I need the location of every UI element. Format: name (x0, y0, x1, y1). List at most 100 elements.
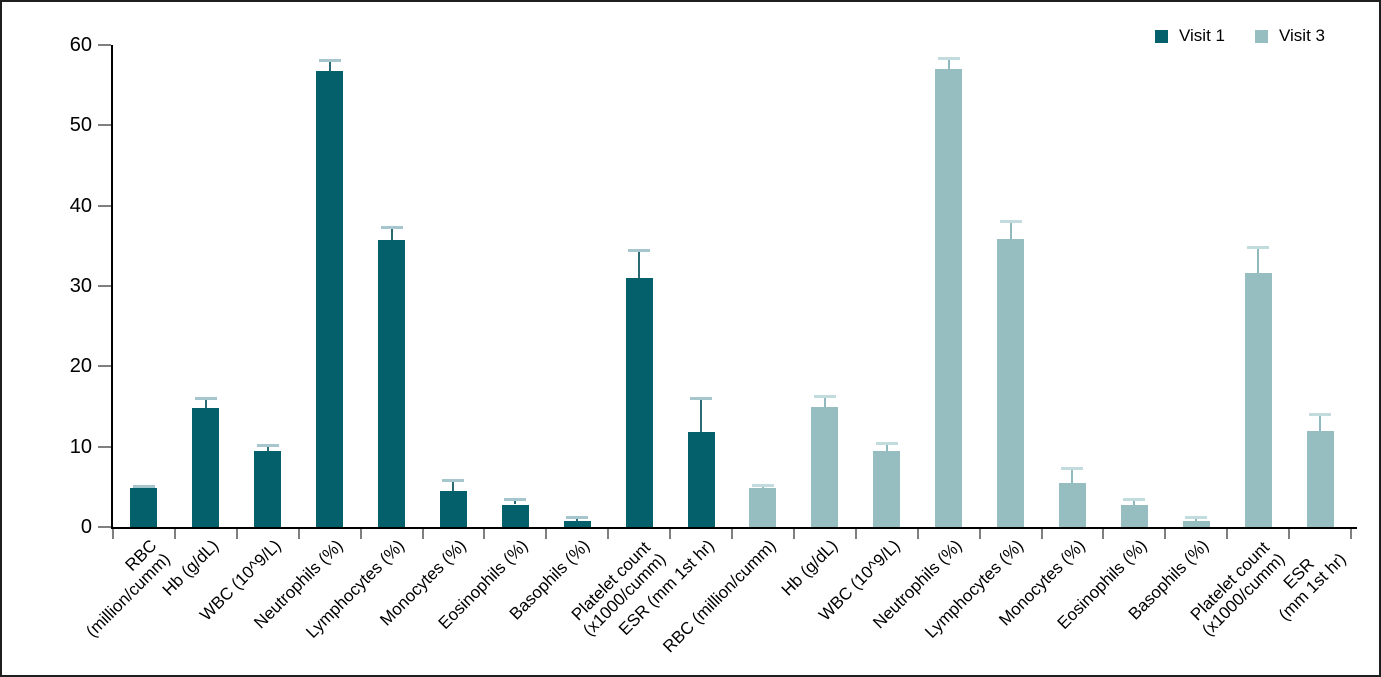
error-bar-line (328, 60, 331, 71)
error-bar-line (1319, 413, 1322, 431)
error-bar-line (947, 57, 950, 70)
error-bar-line (700, 397, 703, 433)
error-bar-line (1133, 498, 1136, 506)
error-bar-cap (813, 395, 836, 399)
bar (378, 240, 406, 527)
x-tick (731, 529, 733, 539)
bar (625, 277, 653, 527)
y-tick (98, 365, 111, 368)
error-bar-line (452, 480, 455, 491)
error-bar-cap (875, 442, 898, 446)
error-bar-line (266, 445, 269, 451)
x-tick (235, 529, 238, 539)
y-tick-label: 60 (69, 34, 92, 56)
x-tick (297, 529, 300, 539)
error-bar-line (638, 249, 641, 278)
bar (192, 408, 220, 527)
bar (130, 488, 158, 527)
error-bar-cap (318, 59, 341, 63)
bar (316, 70, 344, 527)
x-tick (173, 529, 176, 539)
error-bar-cap (751, 484, 774, 488)
x-axis-line (111, 527, 1357, 529)
bar (1058, 482, 1086, 527)
y-tick (98, 124, 111, 127)
error-bar-cap (690, 396, 713, 400)
legend-item-visit3: Visit 3 (1255, 26, 1325, 46)
chart-legend: Visit 1 Visit 3 (1155, 26, 1325, 46)
x-tick (1102, 529, 1105, 539)
y-tick-label: 0 (80, 516, 92, 538)
error-bar-line (1195, 516, 1198, 522)
y-tick-label: 50 (69, 114, 92, 137)
legend-label-visit3: Visit 3 (1279, 26, 1325, 45)
error-bar-cap (194, 397, 217, 401)
bar (811, 407, 839, 527)
error-bar-cap (1061, 467, 1084, 471)
x-tick-label: RBC (million/cumm) (82, 536, 174, 642)
error-bar-cap (1247, 245, 1270, 249)
bar (749, 487, 777, 527)
error-bar-cap (937, 56, 960, 60)
x-tick (359, 529, 362, 539)
x-tick (1288, 529, 1291, 539)
error-bar-cap (504, 497, 527, 501)
y-tick (98, 445, 111, 448)
x-tick-label: RBC (million/cumm) (659, 536, 780, 657)
error-bar-cap (628, 248, 651, 252)
legend-label-visit1: Visit 1 (1179, 26, 1225, 45)
x-tick (421, 529, 424, 539)
y-axis-line (111, 45, 113, 529)
error-bar-line (390, 227, 393, 241)
legend-item-visit1: Visit 1 (1155, 26, 1225, 46)
y-tick (98, 285, 111, 287)
bar (873, 450, 901, 527)
bar (687, 432, 715, 527)
bar (254, 450, 282, 527)
error-bar-line (1071, 468, 1074, 483)
error-bar-cap (566, 515, 589, 519)
bar (439, 490, 467, 527)
legend-swatch-visit3-icon (1255, 29, 1268, 43)
error-bar-cap (1123, 497, 1146, 501)
y-tick (98, 526, 111, 528)
y-tick-label: 40 (69, 194, 92, 217)
error-bar-cap (442, 479, 465, 483)
error-bar-line (823, 396, 826, 408)
error-bar-cap (1185, 515, 1208, 519)
y-tick-label: 30 (69, 275, 92, 297)
x-tick-label: Hb (g/dL) (777, 536, 842, 600)
error-bar-line (1257, 246, 1260, 274)
error-bar-line (885, 443, 888, 451)
y-tick-label: 20 (69, 355, 92, 378)
x-tick (483, 529, 486, 539)
bar (563, 521, 591, 527)
x-tick (112, 529, 114, 539)
x-tick (545, 529, 548, 539)
x-tick (916, 529, 919, 539)
error-bar-cap (256, 444, 279, 448)
bar (501, 504, 529, 527)
bar (1306, 430, 1334, 527)
x-tick (1040, 529, 1043, 539)
x-tick (854, 529, 857, 539)
bar (1120, 505, 1148, 527)
y-tick (98, 204, 111, 207)
error-bar-cap (1309, 412, 1332, 416)
x-tick (978, 529, 981, 539)
error-bar-line (204, 398, 207, 409)
bar (935, 69, 963, 527)
error-bar-line (1009, 220, 1012, 239)
x-tick (1226, 529, 1229, 539)
y-tick (98, 44, 111, 46)
error-bar-line (576, 516, 579, 522)
x-tick (607, 529, 610, 539)
bar (1182, 521, 1210, 527)
error-bar-cap (380, 226, 403, 230)
x-tick (1350, 529, 1352, 539)
bar (997, 238, 1025, 527)
bar (1244, 273, 1272, 527)
error-bar-cap (132, 485, 155, 489)
legend-swatch-visit1-icon (1155, 29, 1168, 43)
